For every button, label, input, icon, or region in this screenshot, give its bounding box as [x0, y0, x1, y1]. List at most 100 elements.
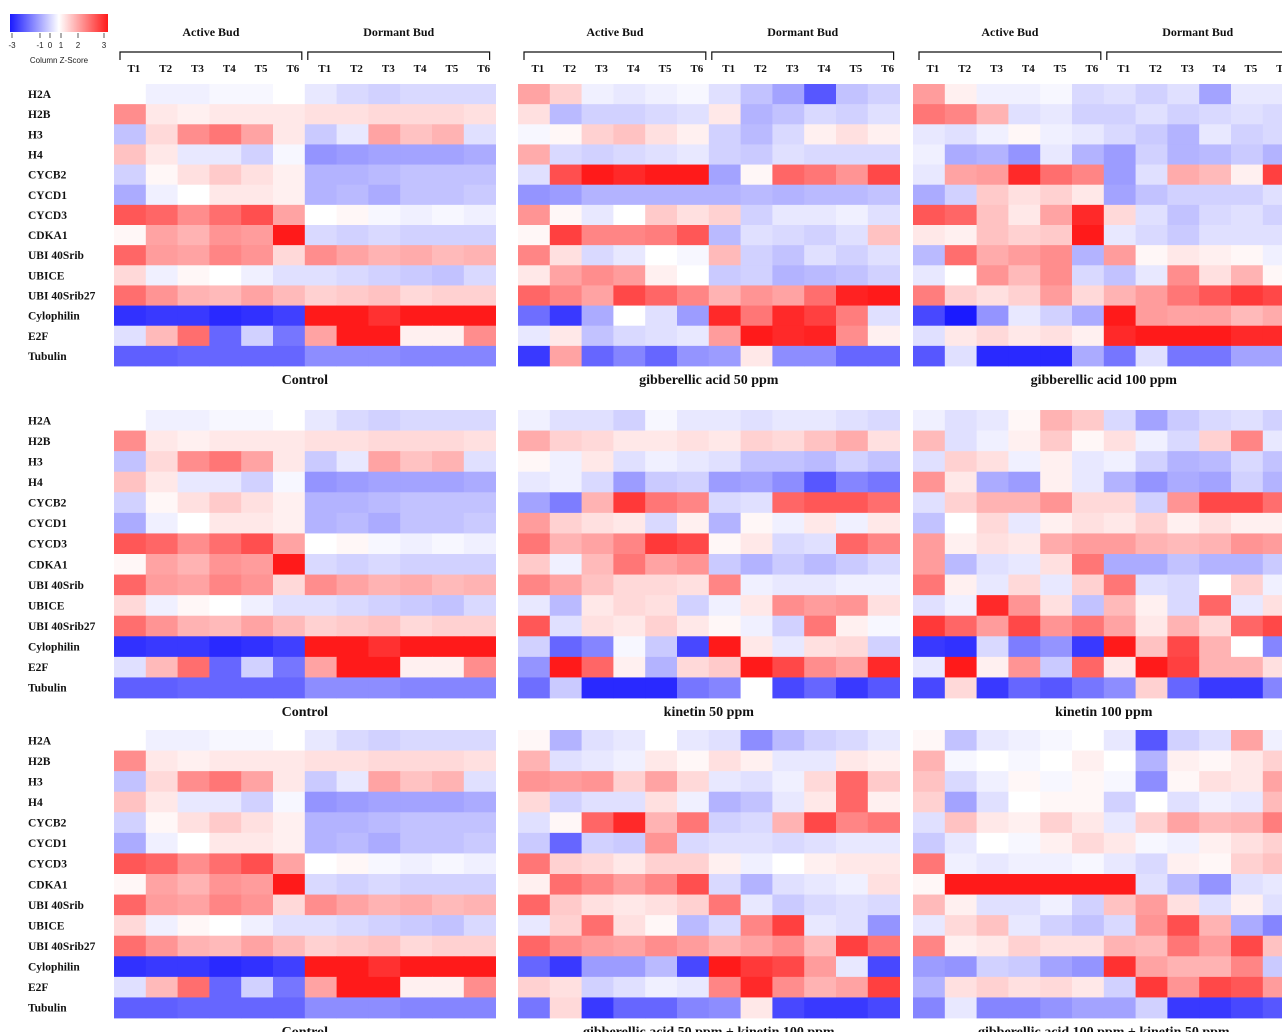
heatmap-cell [645, 451, 678, 473]
heatmap-cell [273, 595, 306, 617]
heatmap-cell [1008, 512, 1041, 534]
heatmap-cell [1040, 874, 1073, 895]
heatmap-cell [177, 915, 210, 937]
heatmap-cell [867, 204, 900, 226]
heatmap-cell [740, 204, 773, 226]
heatmap-cell [976, 656, 1009, 678]
heatmap-cell [177, 636, 210, 658]
heatmap-cell [645, 915, 678, 937]
heatmap-cell [613, 204, 646, 226]
heatmap-cell [976, 124, 1009, 145]
heatmap-cell [1199, 533, 1232, 555]
column-label: T2 [159, 63, 172, 75]
heatmap-cell [867, 636, 900, 658]
heatmap-cell [273, 750, 306, 772]
heatmap-cell [241, 512, 274, 534]
heatmap-cell [241, 225, 274, 246]
heatmap-cell [1231, 451, 1264, 473]
heatmap-cell [836, 492, 869, 514]
group-label: Dormant Bud [363, 25, 434, 39]
heatmap-cell [613, 956, 646, 978]
heatmap-cell [1040, 677, 1073, 699]
heatmap-cell [114, 325, 147, 347]
heatmap-cell [177, 771, 210, 793]
heatmap-cell [1072, 976, 1105, 998]
heatmap-cell [836, 976, 869, 998]
heatmap-cell [304, 204, 337, 226]
heatmap-cell [241, 615, 274, 637]
heatmap-cell [1040, 245, 1073, 266]
group-bracket [119, 51, 303, 60]
heatmap-cell [518, 812, 551, 834]
heatmap-cell [1262, 677, 1282, 699]
heatmap-cell [304, 636, 337, 658]
heatmap-cell [368, 956, 401, 978]
heatmap-cell [1231, 164, 1264, 186]
heatmap-cell [368, 750, 401, 772]
heatmap-cell [241, 451, 274, 473]
heatmap-cell [740, 595, 773, 617]
heatmap-panel: gibberellic acid 100 ppm + kinetin 50 pp… [913, 730, 1282, 1032]
heatmap-cell [1072, 285, 1105, 306]
heatmap-cell [708, 956, 741, 978]
heatmap-cell [613, 750, 646, 772]
heatmap-cell [1103, 791, 1136, 813]
heatmap-cell [836, 265, 869, 286]
heatmap-cell [867, 265, 900, 286]
heatmap-cell [1040, 124, 1073, 145]
heatmap-cell [432, 164, 465, 186]
heatmap-cell [1167, 730, 1200, 751]
heatmap-cell [1135, 410, 1168, 431]
heatmap-cell [1040, 656, 1073, 678]
heatmap-cell [581, 184, 614, 206]
heatmap-cell [913, 164, 946, 186]
heatmap-cell [368, 471, 401, 493]
heatmap-cell [549, 874, 582, 895]
heatmap-cell [336, 225, 369, 246]
heatmap-cell [177, 894, 210, 916]
heatmap-cell [613, 410, 646, 431]
heatmap-cell [708, 245, 741, 266]
heatmap-cell [400, 225, 433, 246]
heatmap-cell [944, 595, 977, 617]
column-label: T6 [1085, 63, 1098, 75]
heatmap-cell [867, 245, 900, 266]
heatmap-cell [209, 976, 242, 998]
heatmap-cell [432, 595, 465, 617]
heatmap-cell [518, 853, 551, 875]
heatmap-cell [1135, 730, 1168, 751]
heatmap-cell [913, 533, 946, 555]
heatmap-cell [145, 677, 178, 699]
heatmap-cell [1199, 554, 1232, 575]
heatmap-cell [1167, 997, 1200, 1019]
heatmap-cells [114, 730, 496, 1019]
heatmap-cell [1199, 791, 1232, 813]
heatmap-cell [913, 84, 946, 105]
heatmap-cell [1167, 791, 1200, 813]
heatmap-cell [241, 853, 274, 875]
heatmap-cell [368, 595, 401, 617]
heatmap-cell [145, 771, 178, 793]
heatmap-cell [1199, 430, 1232, 452]
heatmap-cell [145, 265, 178, 286]
heatmap-cell [177, 750, 210, 772]
heatmap-cell [1008, 812, 1041, 834]
heatmap-cell [740, 164, 773, 186]
heatmap-cell [944, 976, 977, 998]
gene-label: CYCD3 [28, 859, 67, 871]
heatmap-cell [518, 894, 551, 916]
heatmap-cell [209, 204, 242, 226]
heatmap-cell [1167, 533, 1200, 555]
heatmap-cell [177, 325, 210, 347]
heatmap-cell [304, 853, 337, 875]
heatmap-cell [209, 144, 242, 165]
heatmap-cell [304, 615, 337, 637]
heatmap-cell [368, 410, 401, 431]
heatmap-cell [1135, 832, 1168, 854]
heatmap-cell [708, 935, 741, 957]
heatmap-cell [740, 144, 773, 165]
heatmap-cell [645, 874, 678, 895]
heatmap-cell [1008, 104, 1041, 125]
heatmap-cell [241, 164, 274, 186]
